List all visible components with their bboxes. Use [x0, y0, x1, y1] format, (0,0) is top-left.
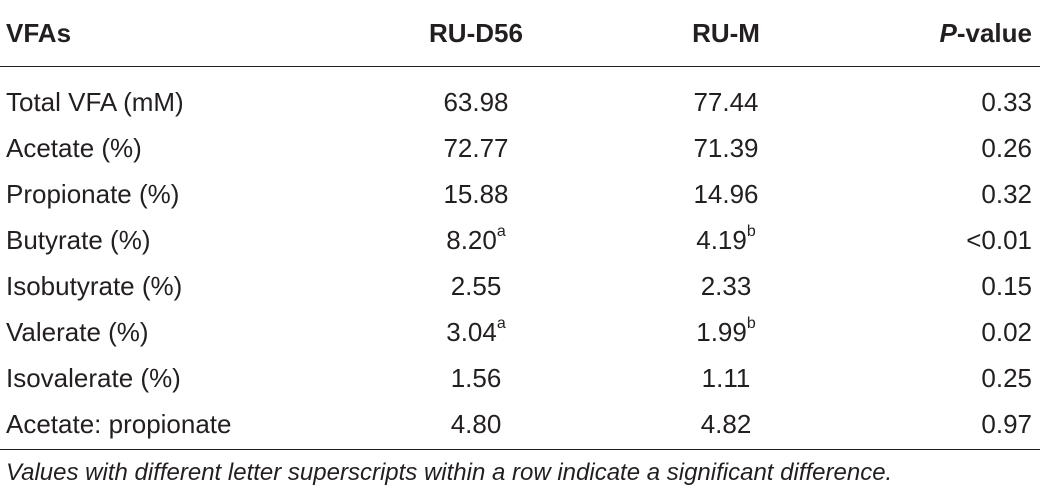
ru-d56-value: 63.98 — [348, 79, 604, 125]
table-header-row: VFAs RU-D56 RU-M P-value — [0, 0, 1040, 67]
header-p-italic: P — [939, 18, 957, 48]
ru-m-value: 4.82 — [598, 401, 854, 447]
ru-d56-number: 8.20 — [446, 225, 497, 255]
row-label: Acetate (%) — [6, 133, 142, 163]
ru-m-superscript: b — [746, 223, 756, 241]
ru-d56-value: 15.88 — [348, 171, 604, 217]
header-ru-m: RU-M — [692, 18, 760, 48]
ru-d56-number: 2.55 — [450, 271, 502, 301]
ru-m-value: 2.33 — [598, 263, 854, 309]
table-row: Acetate: propionate 4.80 4.82 0.97 — [0, 401, 1040, 450]
ru-d56-value: 4.80 — [348, 401, 604, 447]
table-row: Valerate (%) 3.04a 1.99b 0.02 — [0, 309, 1040, 355]
p-value: 0.33 — [981, 87, 1032, 117]
table-row: Propionate (%) 15.88 14.96 0.32 — [0, 171, 1040, 217]
p-value: 0.25 — [981, 363, 1032, 393]
table-row: Total VFA (mM) 63.98 77.44 0.33 — [0, 79, 1040, 125]
ru-m-superscript: b — [746, 315, 756, 333]
ru-m-number: 2.33 — [700, 271, 752, 301]
ru-d56-value: 8.20a — [348, 217, 604, 263]
ru-m-value: 1.11 — [598, 355, 854, 401]
ru-d56-superscript: a — [496, 223, 506, 241]
vfa-table: VFAs RU-D56 RU-M P-value Total VFA (mM) … — [0, 0, 1040, 450]
ru-d56-number: 72.77 — [443, 133, 509, 163]
ru-d56-number: 15.88 — [443, 179, 509, 209]
table-footnote: Values with different letter superscript… — [6, 459, 893, 486]
ru-d56-number: 63.98 — [443, 87, 509, 117]
p-value: <0.01 — [966, 225, 1032, 255]
ru-d56-superscript: a — [496, 315, 506, 333]
ru-d56-value: 1.56 — [348, 355, 604, 401]
row-label: Acetate: propionate — [6, 409, 232, 439]
row-label: Isovalerate (%) — [6, 363, 181, 393]
header-ru-d56: RU-D56 — [429, 18, 523, 48]
ru-m-number: 1.99 — [696, 317, 747, 347]
p-value: 0.02 — [981, 317, 1032, 347]
ru-m-number: 4.82 — [700, 409, 752, 439]
row-label: Propionate (%) — [6, 179, 180, 209]
ru-m-number: 77.44 — [693, 87, 759, 117]
header-p-suffix: -value — [956, 18, 1032, 48]
ru-d56-number: 1.56 — [450, 363, 502, 393]
ru-m-value: 4.19b — [598, 217, 854, 263]
ru-d56-value: 2.55 — [348, 263, 604, 309]
row-label: Total VFA (mM) — [6, 87, 184, 117]
table-row: Butyrate (%) 8.20a 4.19b <0.01 — [0, 217, 1040, 263]
p-value: 0.26 — [981, 133, 1032, 163]
ru-d56-number: 3.04 — [446, 317, 497, 347]
ru-m-number: 71.39 — [693, 133, 759, 163]
ru-m-value: 14.96 — [598, 171, 854, 217]
ru-m-number: 14.96 — [693, 179, 759, 209]
row-label: Isobutyrate (%) — [6, 271, 183, 301]
row-label: Butyrate (%) — [6, 225, 151, 255]
ru-m-value: 1.99b — [598, 309, 854, 355]
table-row: Isobutyrate (%) 2.55 2.33 0.15 — [0, 263, 1040, 309]
table-row: Isovalerate (%) 1.56 1.11 0.25 — [0, 355, 1040, 401]
ru-m-value: 71.39 — [598, 125, 854, 171]
ru-m-value: 77.44 — [598, 79, 854, 125]
header-p-value: P-value — [940, 0, 1033, 66]
p-value: 0.97 — [981, 409, 1032, 439]
ru-d56-value: 72.77 — [348, 125, 604, 171]
header-vfas: VFAs — [6, 18, 72, 48]
table-row: Acetate (%) 72.77 71.39 0.26 — [0, 125, 1040, 171]
ru-m-number: 1.11 — [701, 363, 751, 393]
row-label: Valerate (%) — [6, 317, 149, 347]
ru-m-number: 4.19 — [696, 225, 747, 255]
table-body: Total VFA (mM) 63.98 77.44 0.33 Acetate … — [0, 67, 1040, 450]
ru-d56-value: 3.04a — [348, 309, 604, 355]
ru-d56-number: 4.80 — [450, 409, 502, 439]
p-value: 0.32 — [981, 179, 1032, 209]
p-value: 0.15 — [981, 271, 1032, 301]
